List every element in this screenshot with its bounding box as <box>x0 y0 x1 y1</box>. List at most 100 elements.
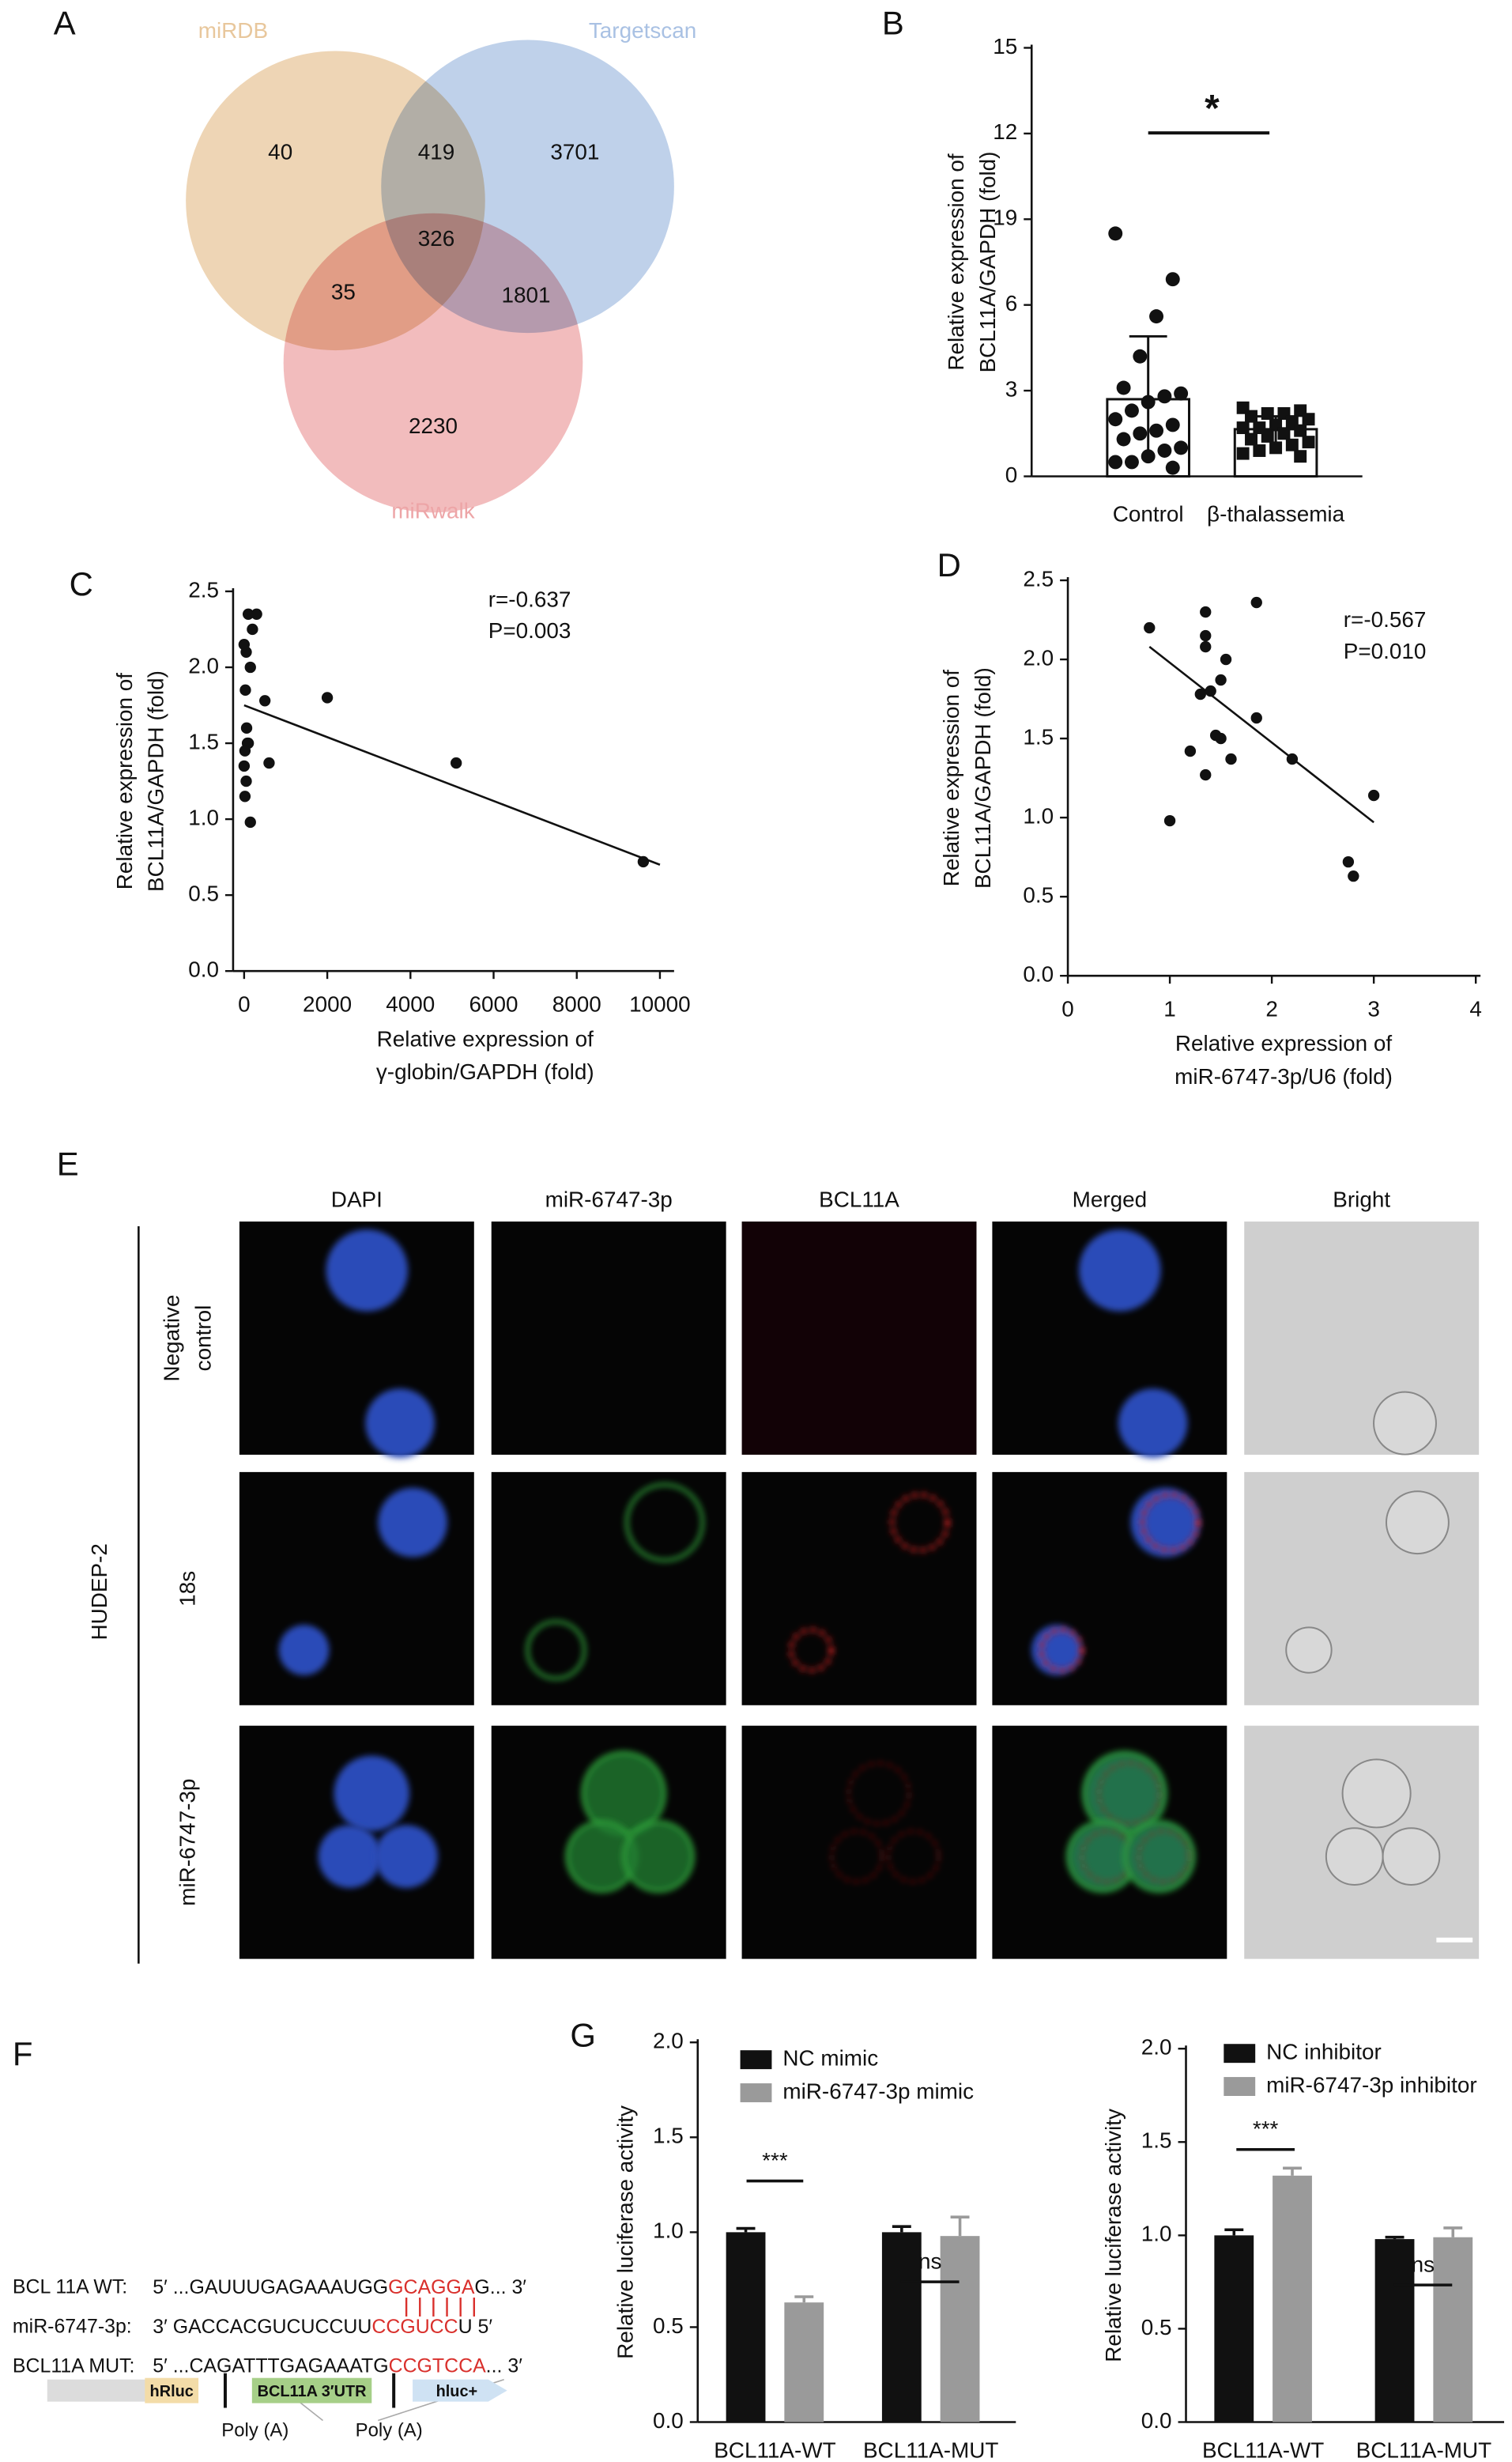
data-point <box>1149 423 1164 438</box>
nucleus <box>1079 1229 1161 1312</box>
legend-label: miR-6747-3p inhibitor <box>1266 2072 1477 2097</box>
y-tick-label: 2.0 <box>188 653 219 678</box>
cell-outline <box>1285 1626 1333 1674</box>
annotation: P=0.003 <box>488 618 571 643</box>
green-signal <box>622 1820 695 1893</box>
y-tick-label: 1.5 <box>1023 724 1054 749</box>
bar <box>1273 2175 1312 2422</box>
data-point <box>1144 621 1156 634</box>
legend-swatch <box>740 2050 772 2070</box>
y-tick-label: 0.0 <box>188 957 219 982</box>
data-point <box>1165 417 1180 432</box>
data-point <box>1253 444 1266 457</box>
bar <box>726 2232 766 2422</box>
x-tick-label: 4 <box>1469 996 1482 1021</box>
column-header: DAPI <box>331 1188 383 1212</box>
x-tick-label: 8000 <box>552 991 601 1016</box>
sequence-part: 5′ ...GAUUUGAGAAAUGG <box>153 2276 388 2298</box>
nucleus <box>1118 1388 1188 1458</box>
venn-set-label: miRwalk <box>391 499 474 523</box>
x-axis-label: Relative expression of <box>377 1026 594 1051</box>
data-point <box>1174 440 1189 455</box>
y-tick-label: 0.5 <box>188 882 219 906</box>
data-point <box>1108 226 1123 241</box>
red-signal <box>831 1830 883 1882</box>
fit-line <box>243 704 661 866</box>
arrow <box>47 2379 171 2402</box>
error-bar <box>1443 2226 1463 2237</box>
y-tick-label: 1.0 <box>1023 803 1054 828</box>
x-tick-label: 4000 <box>386 991 435 1016</box>
data-point <box>1200 768 1212 781</box>
x-axis-label: miR-6747-3p/U6 (fold) <box>1175 1064 1393 1089</box>
data-point <box>242 608 255 620</box>
data-point <box>1245 410 1257 423</box>
error-bar <box>892 2225 911 2233</box>
x-tick-label: 3 <box>1367 996 1380 1021</box>
nucleus <box>318 1825 382 1888</box>
x-tick-label: BCL11A-MUT <box>863 2438 998 2462</box>
error-bar <box>950 2215 970 2237</box>
column-header: BCL11A <box>819 1188 899 1212</box>
data-point <box>1194 688 1206 700</box>
red-signal <box>1137 1830 1190 1882</box>
x-axis-label: Relative expression of <box>1175 1031 1393 1055</box>
nucleus <box>378 1487 447 1558</box>
x-tick-label: 0 <box>1061 996 1074 1021</box>
construct-label: hluc+ <box>436 2383 478 2400</box>
bar <box>940 2236 980 2422</box>
venn-set-label: Targetscan <box>589 18 696 43</box>
data-point <box>244 816 256 829</box>
box <box>145 2377 199 2403</box>
data-point <box>1261 407 1274 420</box>
legend-label: miR-6747-3p mimic <box>782 2079 974 2103</box>
data-point <box>258 695 271 707</box>
y-axis-label: Relative expression of <box>112 673 137 890</box>
y-tick-label: 2.0 <box>1023 645 1054 670</box>
sequence-part: CCGTCCA <box>389 2354 486 2377</box>
sequence-part: U 5′ <box>458 2316 493 2338</box>
x-tick-label: 1 <box>1163 996 1176 1021</box>
x-tick-label: 2000 <box>303 991 352 1016</box>
data-point <box>239 684 251 696</box>
data-point <box>263 757 275 769</box>
panel-label: B <box>882 5 904 42</box>
green-signal <box>526 1620 586 1680</box>
image-panel <box>491 1471 726 1705</box>
column-header: miR-6747-3p <box>545 1188 673 1212</box>
red-signal <box>1140 1492 1201 1553</box>
data-point <box>1205 685 1216 697</box>
fit-line <box>1148 646 1374 824</box>
sequence-label: BCL11A MUT: <box>13 2354 134 2377</box>
y-tick-label: 1.0 <box>1141 2222 1172 2246</box>
y-tick-label: 2.5 <box>1023 566 1054 591</box>
data-point <box>1133 426 1148 441</box>
bar <box>1374 2239 1415 2422</box>
legend-label: NC mimic <box>782 2046 878 2071</box>
data-point <box>239 791 251 802</box>
data-point <box>1250 596 1262 609</box>
nucleus <box>278 1625 330 1675</box>
data-point <box>251 608 262 620</box>
panel-label: C <box>70 565 93 602</box>
y-tick-label: 0.0 <box>653 2408 684 2433</box>
venn-set <box>283 213 583 513</box>
data-point <box>1236 447 1250 460</box>
y-axis-label: BCL11A/GAPDH (fold) <box>971 667 995 889</box>
nucleus <box>365 1388 435 1458</box>
data-point <box>1133 349 1148 364</box>
row-label: 18s <box>175 1571 200 1607</box>
data-point <box>1215 732 1227 745</box>
y-tick-label: 0.5 <box>1023 883 1054 908</box>
y-axis-label: Relative expression of <box>944 153 968 371</box>
x-tick-label: 6000 <box>469 991 518 1016</box>
x-tick-label: β-thalassemia <box>1207 502 1345 527</box>
error-bar <box>736 2226 756 2233</box>
sequence-part: G... 3′ <box>474 2276 526 2298</box>
legend-swatch <box>1224 2077 1256 2096</box>
data-point <box>450 757 462 769</box>
legend-swatch <box>1224 2044 1256 2064</box>
construct-label: Poly (A) <box>221 2420 288 2441</box>
y-tick-label: 0.5 <box>653 2313 684 2338</box>
